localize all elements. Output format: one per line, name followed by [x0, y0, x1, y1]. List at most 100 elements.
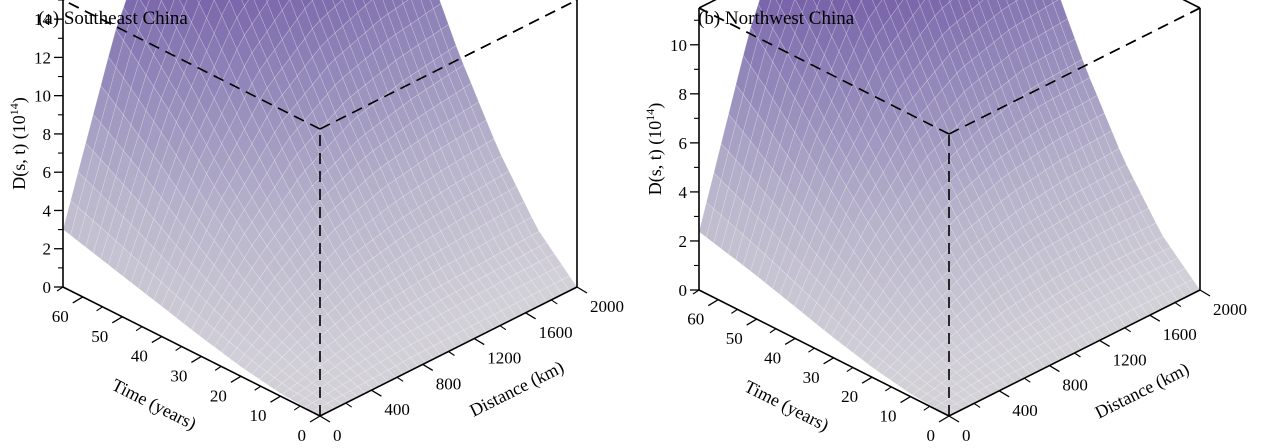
surface-patch [433, 249, 449, 269]
surface-patch [1081, 121, 1098, 144]
surface-patch [1103, 291, 1120, 307]
surface-patch [1081, 142, 1098, 166]
surface-patch [1067, 211, 1083, 232]
y-tick-label: 40 [131, 347, 148, 366]
surface-patch [1118, 219, 1135, 239]
surface-patch [890, 34, 906, 64]
surface-patch [1000, 217, 1017, 239]
x-minor-tick [1074, 352, 1081, 358]
surface-patch [1103, 227, 1120, 246]
surface-patch [897, 0, 914, 27]
surface-patch [948, 315, 965, 333]
surface-patch [813, 0, 820, 8]
surface-patch [890, 117, 906, 148]
surface-patch [875, 310, 891, 330]
surface-patch [1155, 236, 1172, 252]
surface-patch [108, 240, 124, 272]
surface-patch [823, 246, 840, 273]
surface-patch [241, 0, 249, 7]
surface-patch [978, 0, 995, 24]
y-tick-mark [707, 299, 719, 307]
surface-patch [919, 206, 935, 232]
surface-patch [963, 302, 980, 321]
surface-patch [1000, 129, 1017, 153]
surface-patch [779, 274, 795, 301]
x-tick-mark [525, 312, 536, 320]
y-tick-label: 60 [52, 307, 69, 326]
surface-patch [1030, 196, 1046, 218]
surface-patch [919, 0, 936, 26]
surface-patch [963, 136, 980, 162]
surface-patch [342, 328, 359, 345]
surface-patch [1008, 189, 1024, 213]
surface-patch [1015, 0, 1019, 2]
surface-patch [62, 200, 79, 236]
surface-patch [949, 195, 965, 218]
surface-patch [838, 329, 854, 348]
surface-patch [816, 117, 832, 149]
z-tick-label: 0 [43, 278, 52, 297]
surface-patch [934, 296, 950, 314]
surface-patch [1015, 94, 1031, 119]
surface-patch [919, 252, 935, 275]
surface-patch [1030, 216, 1046, 236]
surface-patch [970, 344, 987, 358]
surface-patch [845, 224, 862, 252]
surface-patch [1045, 27, 1061, 53]
surface-patch [928, 0, 943, 17]
surface-patch [70, 171, 87, 208]
surface-patch [838, 185, 854, 215]
surface-patch [1007, 319, 1024, 334]
surface-patch [875, 360, 891, 376]
surface-patch [1096, 213, 1113, 232]
surface-patch [1000, 307, 1017, 326]
y-tick-label: 30 [170, 366, 187, 385]
x-tick-label: 1600 [539, 323, 573, 342]
surface-patch [1118, 269, 1135, 285]
surface-patch [1111, 205, 1127, 225]
surface-patch [1015, 140, 1031, 164]
surface-patch [183, 208, 200, 238]
z-tick-label: 2 [43, 240, 52, 259]
surface-patch [816, 262, 832, 288]
surface-patch [1104, 130, 1120, 154]
surface-patch [1081, 274, 1098, 290]
surface-patch [1059, 198, 1076, 218]
surface-patch [1074, 125, 1090, 149]
z-tick-label: 12 [34, 48, 51, 67]
surface-patch [757, 224, 773, 256]
x-tick-label: 800 [436, 374, 462, 393]
surface-patch [1030, 35, 1046, 62]
surface-patch [1111, 287, 1127, 303]
surface-patch [986, 16, 1002, 43]
y-minor-tick [885, 386, 892, 392]
surface-patch [1000, 195, 1017, 219]
surface-patch [787, 131, 803, 167]
surface-patch [831, 279, 847, 304]
x-minor-tick [973, 402, 981, 408]
surface-patch [1044, 337, 1061, 352]
surface-patch [971, 278, 987, 298]
surface-patch [985, 185, 1002, 209]
y-minor-tick [214, 365, 222, 371]
surface-patch [1059, 252, 1076, 272]
surface-patch [986, 92, 1002, 118]
z-tick-label: 4 [43, 201, 52, 220]
surface-patch [115, 6, 132, 42]
x-tick-label: 400 [1012, 401, 1037, 420]
surface-patch [1022, 221, 1039, 241]
surface-patch [1024, 0, 1039, 17]
surface-patch [905, 43, 921, 73]
surface-patch [410, 281, 427, 300]
x-minor-tick [1174, 302, 1182, 308]
surface-patch [985, 207, 1002, 230]
surface-patch [742, 240, 759, 272]
surface-patch [757, 159, 773, 195]
surface-patch [153, 197, 170, 229]
surface-patch [897, 24, 914, 54]
surface-patch [941, 1, 958, 29]
surface-patch [1037, 230, 1054, 249]
surface-patch [978, 191, 994, 215]
surface-patch [1051, 0, 1059, 4]
surface-patch [265, 0, 269, 3]
